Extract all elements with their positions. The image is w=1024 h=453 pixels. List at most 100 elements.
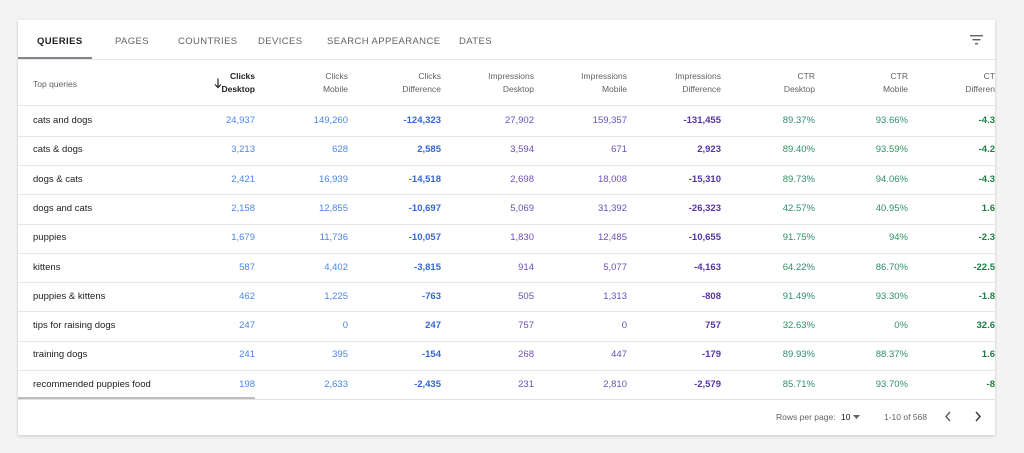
- cell: -10,697: [408, 202, 441, 214]
- cell: 86.70%: [875, 261, 908, 273]
- cell: 247: [425, 320, 441, 332]
- rows-per-page-select[interactable]: 10: [841, 412, 851, 422]
- cell: 40.95%: [875, 202, 908, 214]
- column-header: Difference: [402, 84, 441, 94]
- row-divider: [18, 311, 995, 313]
- sort-arrow[interactable]: [214, 78, 222, 89]
- cell: 85.71%: [782, 378, 815, 390]
- cell: 447: [611, 349, 627, 361]
- cell: 1,225: [324, 290, 348, 302]
- cell: 5,069: [510, 202, 534, 214]
- query[interactable]: puppies: [33, 232, 67, 244]
- column-header: Clicks: [325, 71, 348, 81]
- column-header: Desktop: [502, 84, 534, 94]
- column-header: Clicks: [418, 71, 441, 81]
- cell: 93.30%: [875, 290, 908, 302]
- column-header[interactable]: Desktop: [221, 84, 255, 94]
- query[interactable]: kittens: [33, 261, 61, 273]
- column-header: Difference: [682, 84, 721, 94]
- cell: 27,902: [504, 115, 534, 126]
- row-divider: [18, 164, 995, 166]
- cell: 1,679: [231, 232, 255, 244]
- cell: 64.22%: [782, 261, 815, 273]
- cell: 395: [332, 349, 348, 361]
- performance-card: Rows per page: 10 1-10 of 568 QUERIES PAG…: [18, 20, 995, 435]
- cell: 94.06%: [875, 173, 908, 185]
- cell: 198: [239, 378, 255, 390]
- page-range: 1-10 of 568: [884, 412, 928, 422]
- next-page[interactable]: [974, 411, 982, 422]
- cell: 12,485: [597, 232, 627, 244]
- cell: 2,923: [697, 144, 721, 156]
- tab[interactable]: PAGES: [115, 36, 150, 47]
- cell: -2,435: [414, 378, 441, 390]
- cell: 757: [518, 320, 534, 332]
- column-header: Differen: [965, 84, 995, 94]
- cell: 42.57%: [782, 202, 815, 214]
- query[interactable]: training dogs: [33, 349, 88, 361]
- cell: -14,518: [408, 173, 441, 185]
- cell: 32.6: [976, 320, 996, 332]
- query[interactable]: cats and dogs: [33, 115, 93, 126]
- cell: 241: [239, 349, 255, 361]
- cell: 94%: [888, 232, 908, 244]
- cell: 2,158: [231, 202, 255, 214]
- cell: 628: [332, 144, 348, 156]
- cell: -26,323: [688, 202, 721, 214]
- cell: 11,736: [319, 232, 348, 244]
- tab[interactable]: COUNTRIES: [178, 36, 238, 47]
- query[interactable]: tips for raising dogs: [33, 320, 116, 332]
- cell: 32.63%: [782, 320, 815, 332]
- cell: 89.93%: [782, 349, 815, 361]
- dropdown-arrow[interactable]: [853, 415, 861, 420]
- query[interactable]: dogs & cats: [33, 173, 83, 185]
- header-divider: [18, 105, 995, 106]
- cell: 3,213: [231, 144, 255, 156]
- cell: 89.40%: [782, 144, 815, 156]
- cell: -8: [986, 378, 995, 390]
- cell: 5,077: [603, 261, 627, 273]
- column-header: Mobile: [882, 84, 908, 94]
- cell: 93.70%: [875, 378, 908, 390]
- cell: 159,357: [592, 115, 627, 126]
- query[interactable]: puppies & kittens: [33, 290, 106, 302]
- cell: -4.3: [978, 115, 995, 126]
- row-divider: [18, 252, 995, 254]
- cell: 247: [239, 320, 255, 332]
- prev-page[interactable]: [944, 411, 952, 422]
- query[interactable]: recommended puppies food: [33, 378, 151, 390]
- cell: 757: [705, 320, 721, 332]
- query[interactable]: cats & dogs: [33, 144, 83, 156]
- scrollbar[interactable]: [18, 397, 255, 400]
- cell: 24,937: [225, 115, 255, 126]
- cell: 12,855: [318, 202, 348, 214]
- cell: 1,830: [510, 232, 534, 244]
- tab[interactable]: QUERIES: [37, 36, 83, 47]
- column-header: Mobile: [322, 84, 348, 94]
- cell: 2,633: [324, 378, 348, 390]
- cell: 0%: [894, 320, 908, 332]
- tab[interactable]: DEVICES: [258, 36, 303, 47]
- cell: 89.73%: [782, 173, 815, 185]
- row-divider: [18, 340, 995, 342]
- tab[interactable]: DATES: [459, 36, 492, 47]
- cell: -10,655: [688, 232, 721, 244]
- cell: -2,579: [694, 378, 721, 390]
- query[interactable]: dogs and cats: [33, 202, 93, 214]
- cell: -15,310: [688, 173, 721, 185]
- column-header[interactable]: Clicks: [229, 71, 255, 81]
- cell: 671: [611, 144, 627, 156]
- column-header: CTR: [797, 71, 815, 81]
- cell: -179: [701, 349, 721, 361]
- row-divider: [18, 223, 995, 225]
- tab[interactable]: SEARCH APPEARANCE: [327, 36, 441, 47]
- column-header: Impressions: [581, 71, 627, 81]
- cell: -3,815: [414, 261, 441, 273]
- row-divider: [18, 282, 995, 284]
- cell: 0: [342, 320, 348, 332]
- row-divider: [18, 135, 995, 137]
- cell: 88.37%: [875, 349, 908, 361]
- filter-icon[interactable]: [970, 34, 984, 46]
- cell: 1,313: [603, 290, 627, 302]
